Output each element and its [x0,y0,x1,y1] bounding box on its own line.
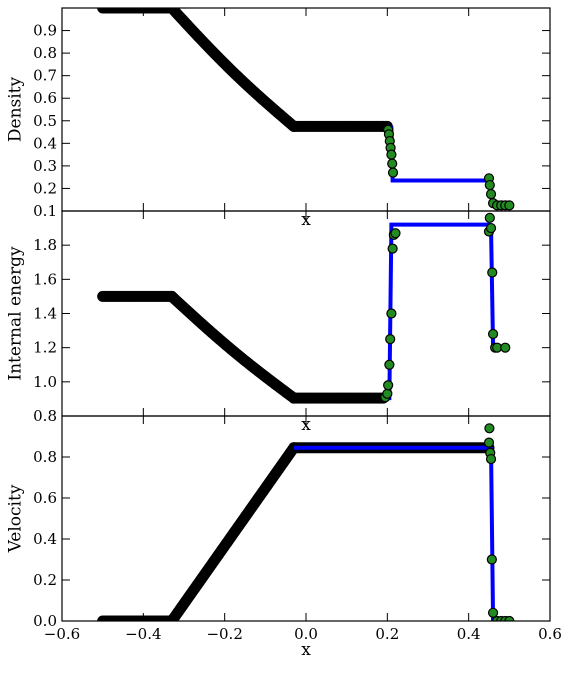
density-xlabel: x [301,210,311,230]
internal-energy-ytick-label: 1.4 [33,305,57,323]
velocity-xlabel: x [301,640,311,660]
density-green-marker [484,179,495,191]
density-ytick-label: 0.9 [33,22,57,40]
velocity-xtick-label: −0.6 [44,625,80,643]
velocity-ytick-label: 0.6 [33,489,57,507]
internal-energy-green-marker [390,228,401,239]
density-ytick-label: 0.8 [33,44,57,62]
velocity-ytick-label: 0.4 [33,530,57,548]
internal-energy-green-marker [487,267,498,278]
velocity-xtick-label: 0.0 [294,625,318,643]
density-green-marker [387,158,398,169]
velocity-green-marker [483,437,495,448]
density-ytick-label: 0.1 [33,202,57,220]
density-green-marker [386,149,397,160]
internal-energy-axes-frame [61,210,551,417]
density-ytick-label: 0.6 [33,89,57,107]
internal-energy-green-marker [484,212,495,223]
internal-energy-ylabel: Internal energy [6,246,26,381]
velocity-green-marker [487,607,499,618]
internal-energy-green-marker [385,334,396,345]
internal-energy-green-marker [487,328,499,340]
velocity-xtick-label: −0.2 [206,625,242,643]
density-ytick-label: 0.2 [33,179,57,197]
velocity-ytick-label: 0.8 [33,448,57,466]
density-ytick-label: 0.7 [33,67,57,85]
velocity-ytick-label: 0.0 [33,612,57,630]
velocity-xtick-label: −0.4 [125,625,161,643]
velocity-ylabel: Velocity [6,484,26,553]
internal-energy-green-marker [384,359,395,370]
internal-energy-green-marker [383,380,394,391]
velocity-green-marker [504,615,515,621]
internal-energy-green-marker [386,308,397,319]
velocity-plot-area [97,423,515,621]
density-ytick-label: 0.5 [33,112,57,130]
internal-energy-green-marker [485,222,497,234]
velocity-xtick-label: 0.2 [375,625,399,643]
density-green-marker [485,188,497,200]
internal-energy-ytick-label: 1.2 [33,339,57,357]
internal-energy-ytick-label: 1.8 [33,236,57,254]
density-ylabel: Density [6,76,26,142]
velocity-blue-line [293,445,510,621]
internal-energy-ytick-label: 0.8 [33,407,57,425]
velocity-green-marker [484,423,495,434]
density-ytick-label: 0.3 [33,157,57,175]
velocity-xtick-label: 0.6 [538,625,562,643]
internal-energy-blue-line [387,222,510,401]
internal-energy-plot-area [97,212,511,404]
internal-energy-green-marker [500,342,511,353]
velocity-green-marker [486,554,497,565]
panel-velocity: 0.0 0.2 0.4 0.6 0.8 −0.6 −0.4 −0.2 0.0 0.2 0.4 0.6 x… [6,415,562,660]
panel-density: 0.1 0.2 0.3 0.4 0.5 0.6 0.7 0.8 0.9 x Density [6,7,551,230]
internal-energy-ytick-label: 1.0 [33,373,57,391]
velocity-xtick-label: 0.4 [457,625,481,643]
internal-energy-green-marker [387,243,398,254]
internal-energy-green-marker [382,388,393,399]
density-green-marker [387,167,399,178]
density-plot-area [97,8,515,211]
density-ytick-label: 0.4 [33,134,57,152]
internal-energy-xlabel: x [301,415,311,435]
velocity-ytick-label: 0.2 [33,571,57,589]
internal-energy-ytick-label: 1.6 [33,270,57,288]
velocity-green-marker [485,453,497,465]
panel-internal-energy: 0.8 1.0 1.2 1.4 1.6 1.8 x Internal energy [6,210,551,435]
density-green-marker [504,200,515,211]
